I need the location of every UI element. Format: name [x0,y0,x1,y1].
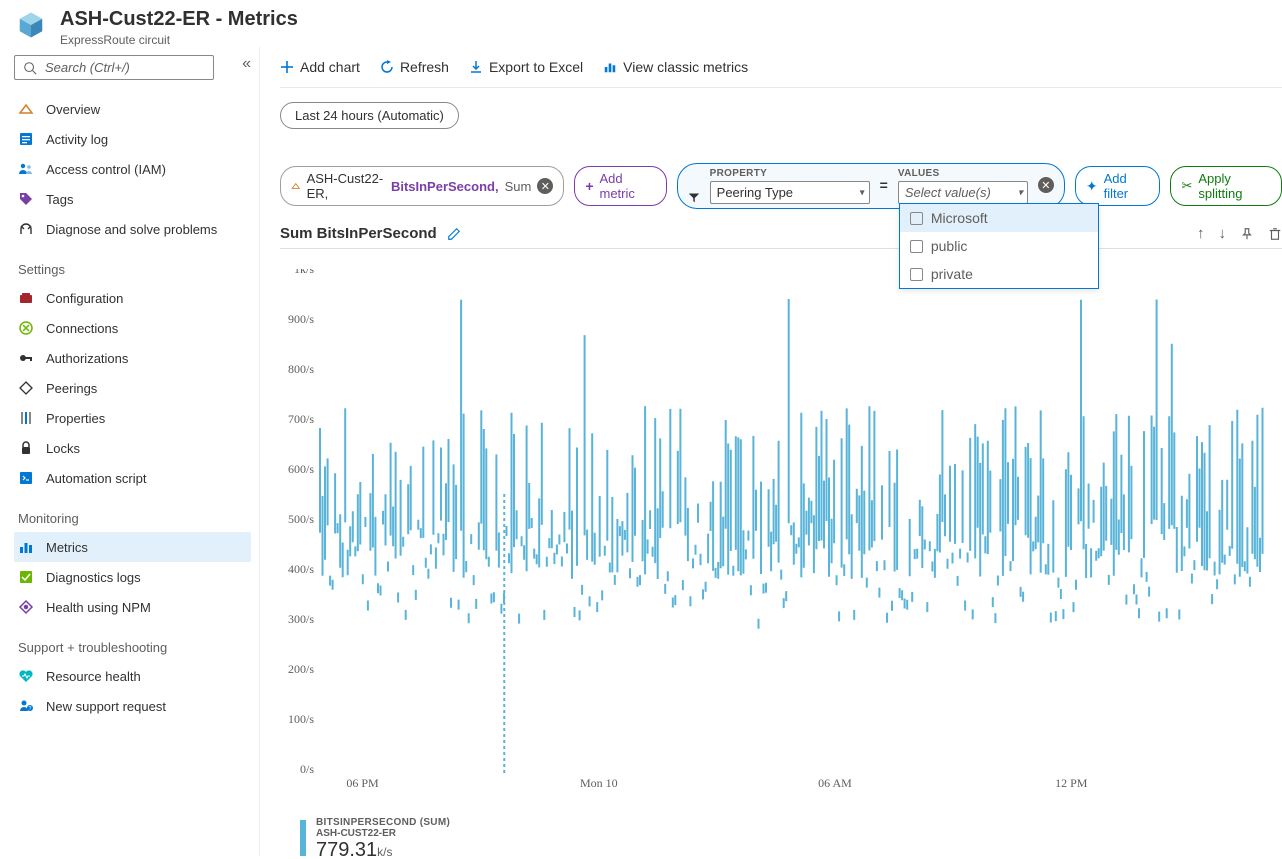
move-down-icon[interactable]: ↓ [1219,225,1227,242]
export-excel-button[interactable]: Export to Excel [469,59,583,75]
resource-cube-icon [14,8,48,42]
svg-text:300/s: 300/s [288,612,314,626]
sidebar-header-settings: Settings [14,258,251,283]
dropdown-option-public[interactable]: public [900,232,1098,260]
svg-text:700/s: 700/s [288,412,314,426]
legend-metric: BITSINPERSECOND (SUM) [316,817,450,828]
collapse-sidebar-icon[interactable]: « [242,55,251,73]
legend-unit: k/s [377,845,392,856]
legend-color-bar [300,820,306,857]
svg-text:06 AM: 06 AM [818,776,852,790]
timerange-selector[interactable]: Last 24 hours (Automatic) [280,102,459,129]
delete-icon[interactable] [1268,227,1282,241]
sidebar-item-iam[interactable]: Access control (IAM) [14,154,251,184]
sidebar-header-monitoring: Monitoring [14,507,251,532]
property-select[interactable]: Peering Type▾ [710,181,870,204]
sidebar-header-support: Support + troubleshooting [14,636,251,661]
svg-text:500/s: 500/s [288,512,314,526]
apply-splitting-button[interactable]: ✂Apply splitting [1170,166,1282,206]
filter-icon [688,192,700,204]
remove-filter-icon[interactable]: ✕ [1038,177,1054,193]
refresh-button[interactable]: Refresh [380,59,449,75]
svg-text:800/s: 800/s [288,362,314,376]
sidebar-item-peerings[interactable]: Peerings [14,373,251,403]
svg-text:12 PM: 12 PM [1055,776,1088,790]
remove-metric-icon[interactable]: ✕ [537,178,553,194]
sidebar-item-tags[interactable]: Tags [14,184,251,214]
sidebar-item-health-npm[interactable]: Health using NPM [14,592,251,622]
sidebar-item-authorizations[interactable]: Authorizations [14,343,251,373]
sidebar-item-new-request[interactable]: ?New support request [14,691,251,721]
dropdown-option-private[interactable]: private [900,260,1098,288]
pin-icon[interactable] [1240,227,1254,241]
svg-text:1k/s: 1k/s [294,269,314,276]
view-classic-button[interactable]: View classic metrics [603,59,748,75]
sidebar-item-properties[interactable]: Properties [14,403,251,433]
chevron-down-icon: ▾ [860,187,865,198]
page-title: ASH-Cust22-ER - Metrics [60,8,298,31]
edit-title-icon[interactable] [447,227,461,241]
search-input[interactable]: Search (Ctrl+/) [14,55,214,80]
add-chart-button[interactable]: Add chart [280,59,360,75]
sidebar-item-overview[interactable]: Overview [14,94,251,124]
legend-value: 779.31 [316,839,377,856]
svg-text:0/s: 0/s [300,762,314,776]
move-up-icon[interactable]: ↑ [1197,225,1205,242]
svg-text:100/s: 100/s [288,712,314,726]
svg-text:Mon 10: Mon 10 [580,776,618,790]
sidebar-item-configuration[interactable]: Configuration [14,283,251,313]
chart-title: Sum BitsInPerSecond [280,225,437,242]
sidebar-item-locks[interactable]: Locks [14,433,251,463]
svg-text:?: ? [29,706,32,712]
sidebar-item-diagnostics-logs[interactable]: Diagnostics logs [14,562,251,592]
svg-text:06 PM: 06 PM [346,776,379,790]
search-placeholder: Search (Ctrl+/) [45,60,130,75]
svg-text:600/s: 600/s [288,462,314,476]
dropdown-option-microsoft[interactable]: Microsoft [900,204,1098,232]
svg-text:400/s: 400/s [288,562,314,576]
metric-chip[interactable]: ASH-Cust22-ER, BitsInPerSecond, Sum ✕ [280,166,564,206]
svg-text:200/s: 200/s [288,662,314,676]
legend-resource: ASH-CUST22-ER [316,828,450,839]
sidebar-item-automation[interactable]: Automation script [14,463,251,493]
values-dropdown: Microsoft public private [899,203,1099,289]
sidebar-item-resource-health[interactable]: Resource health [14,661,251,691]
add-filter-button[interactable]: ✦Add filter [1075,166,1161,206]
add-metric-button[interactable]: +Add metric [574,166,666,206]
sidebar-item-activity-log[interactable]: Activity log [14,124,251,154]
metrics-chart[interactable]: 1k/s 900/s 800/s 700/s 600/s 500/s 400/s 300/s 2… [280,269,1265,809]
sidebar-item-connections[interactable]: Connections [14,313,251,343]
svg-text:900/s: 900/s [288,312,314,326]
chevron-down-icon: ▾ [1018,187,1023,198]
values-select[interactable]: Select value(s)▾ Microsoft public privat… [898,181,1028,204]
resource-type: ExpressRoute circuit [60,33,298,47]
sidebar-item-diagnose[interactable]: Diagnose and solve problems [14,214,251,244]
sidebar-item-metrics[interactable]: Metrics [14,532,251,562]
equals-label: = [880,177,888,195]
